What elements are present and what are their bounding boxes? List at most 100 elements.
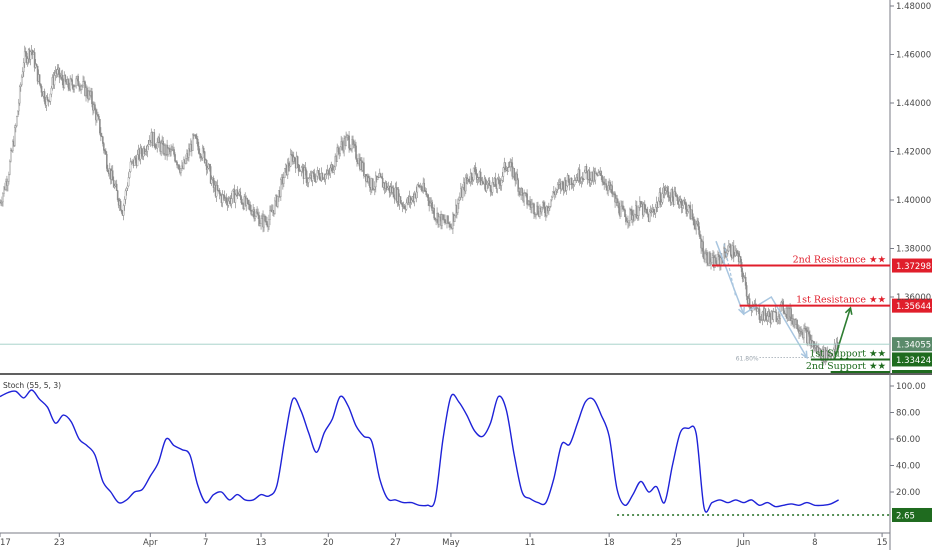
candle-body — [348, 135, 350, 149]
candle-body — [556, 184, 559, 190]
candle-body — [813, 341, 815, 349]
candle-body — [70, 78, 72, 80]
candle-body — [336, 147, 339, 162]
candle-body — [2, 193, 4, 203]
candle-body — [579, 181, 582, 183]
candle-body — [53, 75, 56, 86]
candle-body — [429, 202, 431, 206]
candle-body — [240, 196, 243, 203]
candle-body — [685, 203, 688, 214]
candle-body — [697, 220, 699, 227]
candle-body — [783, 310, 785, 314]
candle-body — [100, 132, 102, 137]
candle-body — [75, 78, 77, 86]
candle-body — [807, 331, 809, 344]
stoch-tick-label-2: 60.00 — [896, 435, 920, 445]
candle-body — [654, 206, 657, 214]
candle-body — [702, 241, 704, 258]
candle-body — [356, 158, 358, 162]
candle-body — [130, 161, 133, 163]
price-tick-label-3: 1.42000 — [896, 148, 931, 158]
candle-body — [438, 216, 440, 225]
time-tick-label-3: 7 — [203, 538, 208, 548]
candle-body — [533, 203, 535, 215]
candle-body — [324, 174, 327, 180]
time-tick-label-6: 27 — [390, 538, 401, 548]
candle-body — [481, 180, 484, 184]
candle-body — [459, 197, 461, 201]
candle-body — [580, 177, 583, 182]
candle-body — [257, 213, 259, 216]
candle-body — [380, 176, 383, 179]
pattern-dashed-leg — [723, 243, 737, 298]
candle-body — [464, 177, 467, 192]
candle-body — [112, 179, 115, 188]
candle-body — [196, 138, 199, 147]
candle-body — [18, 86, 21, 104]
candle-body — [717, 254, 719, 265]
candle-body — [400, 202, 403, 204]
candle-body — [775, 312, 778, 322]
candle-body — [416, 184, 419, 193]
candle-body — [350, 148, 352, 150]
candle-body — [379, 173, 382, 177]
candle-body — [321, 173, 324, 180]
support-resistance-levels: 2nd Resistance ★★ 1.37298 1st Resistance ★… — [0, 255, 932, 373]
candle-body — [555, 189, 558, 192]
candle-body — [392, 187, 395, 198]
candle-body — [268, 219, 270, 227]
candle-body — [732, 245, 735, 257]
time-tick-label-8: 11 — [525, 538, 536, 548]
candle-body — [525, 192, 527, 194]
candle-body — [46, 96, 49, 101]
candle-body — [355, 145, 357, 159]
candle-body — [668, 197, 671, 199]
candle-body — [210, 179, 213, 184]
candle-body — [561, 181, 564, 185]
candle-body — [565, 185, 568, 191]
candle-body — [826, 350, 829, 357]
candle-body — [203, 151, 206, 163]
candle-body — [105, 150, 107, 155]
candle-body — [467, 178, 470, 182]
candle-body — [729, 244, 732, 256]
candle-body — [643, 203, 646, 210]
candle-body — [284, 168, 286, 178]
candle-body — [496, 178, 499, 189]
candle-body — [521, 188, 523, 194]
candle-body — [646, 212, 649, 215]
candle-body — [449, 223, 451, 228]
stoch-tick-label-0: 100.00 — [896, 382, 926, 392]
candle-body — [739, 256, 742, 263]
candle-body — [315, 175, 318, 182]
candle-body — [222, 194, 225, 196]
candle-body — [283, 177, 285, 184]
candle-body — [80, 86, 82, 90]
candle-body — [631, 210, 633, 220]
level-badge-0 — [892, 258, 932, 273]
candle-body — [296, 156, 299, 165]
candle-body — [145, 151, 148, 153]
candle-body — [29, 51, 32, 60]
candle-body — [33, 52, 36, 68]
candle-body — [91, 91, 93, 105]
candle-body — [98, 115, 100, 120]
candle-body — [682, 200, 685, 206]
candle-body — [133, 157, 136, 166]
candle-body — [64, 75, 67, 82]
candle-body — [676, 195, 679, 201]
candle-body — [86, 87, 88, 96]
candle-body — [488, 180, 491, 186]
level-badge-text-0: 1.37298 — [896, 262, 931, 272]
candle-body — [502, 167, 505, 177]
candle-body — [248, 203, 251, 205]
candle-body — [442, 214, 444, 220]
candle-body — [509, 162, 512, 168]
candle-body — [605, 183, 607, 188]
candle-body — [56, 69, 59, 75]
candle-body — [197, 146, 200, 154]
candle-body — [734, 250, 737, 256]
candle-body — [699, 234, 701, 240]
